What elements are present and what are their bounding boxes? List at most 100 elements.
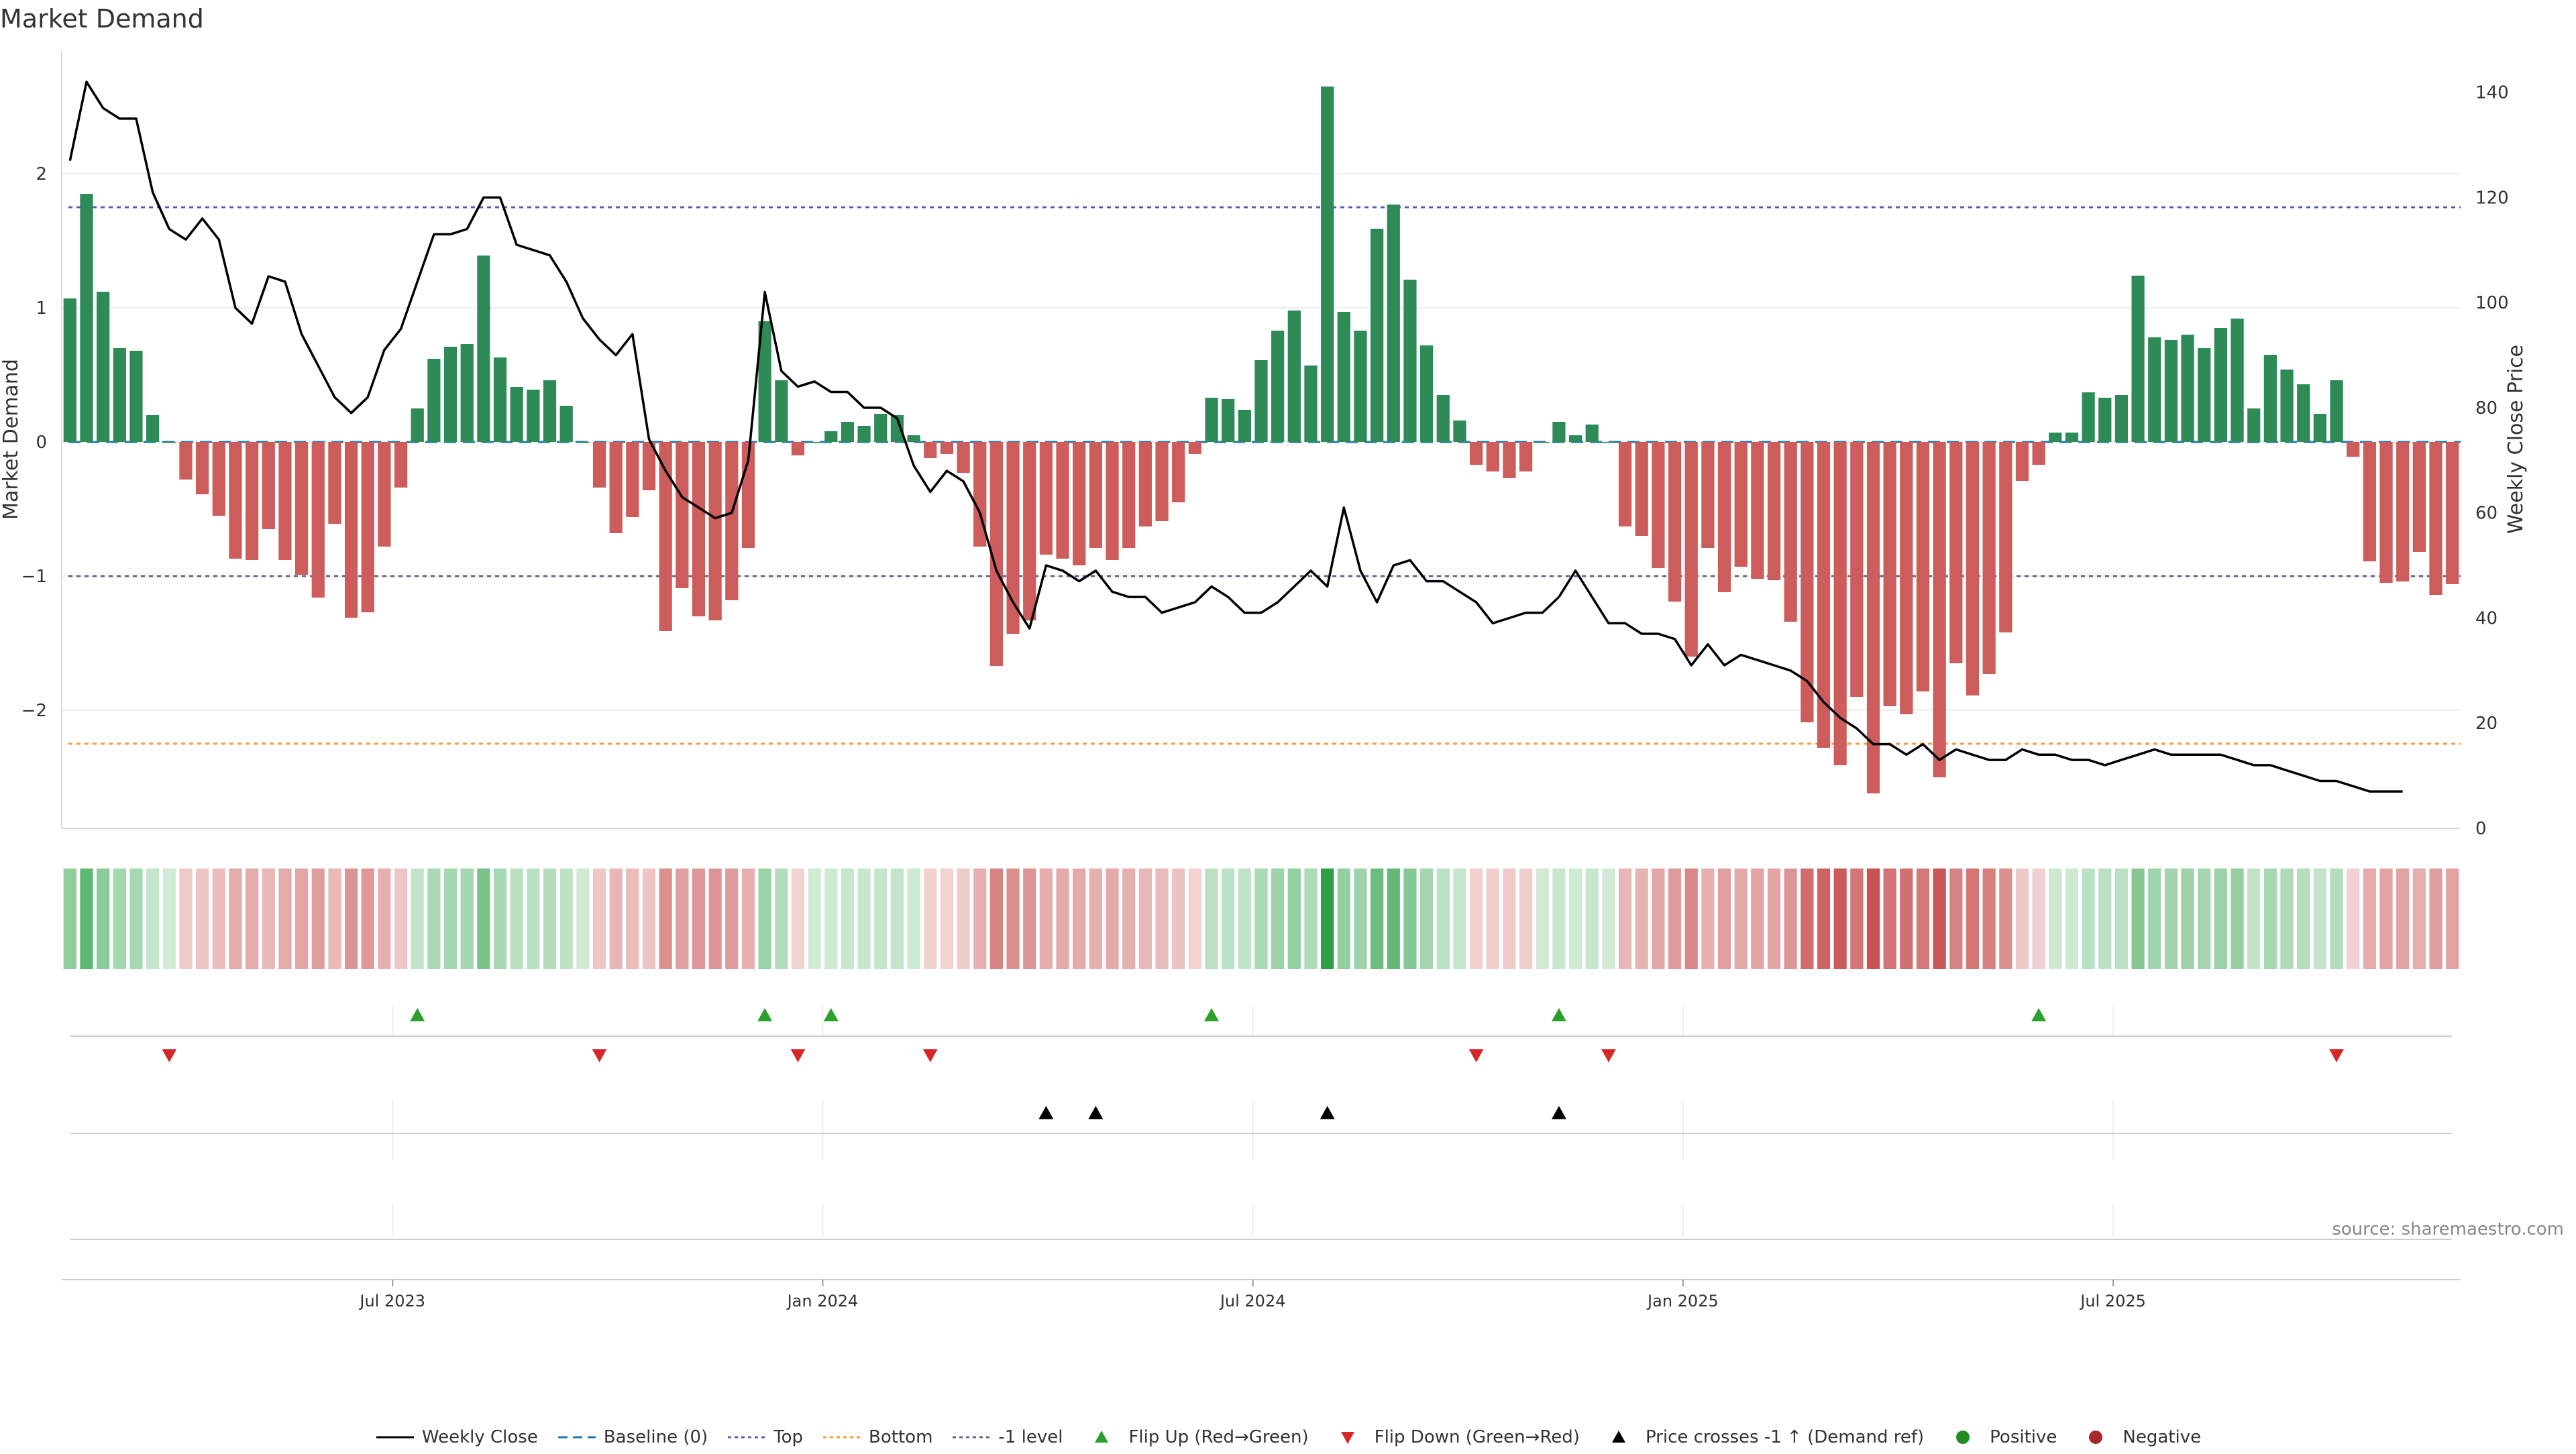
left-tick-label: −1: [21, 567, 47, 587]
strip-cell: [378, 869, 391, 969]
strip-cell: [642, 869, 656, 969]
price-line: [68, 80, 2403, 793]
demand-bar: [1684, 442, 1698, 657]
strip-cell: [1089, 869, 1102, 969]
strip-cell: [1684, 869, 1698, 969]
demand-bar: [97, 292, 110, 442]
x-tick-label: Jul 2023: [358, 1292, 425, 1310]
demand-bar: [1271, 331, 1285, 442]
legend-label: Baseline (0): [603, 1427, 708, 1447]
strip-cell: [1486, 869, 1499, 969]
strip-cell: [874, 869, 888, 969]
strip-cell: [1751, 869, 1764, 969]
demand-bar: [1966, 442, 1980, 695]
strip-cell: [692, 869, 706, 969]
legend-triangle-up-icon: [1611, 1431, 1625, 1443]
legend-swatch-icon: [376, 1436, 414, 1439]
demand-bar: [2379, 442, 2393, 583]
demand-bar: [559, 406, 573, 442]
price-cross-marker: [1551, 1106, 1566, 1119]
demand-bar: [708, 442, 722, 620]
demand-bar: [1850, 442, 1864, 697]
flip-down-marker: [922, 1049, 938, 1062]
strip-cell: [1106, 869, 1119, 969]
strip-cell: [179, 869, 193, 969]
demand-bar: [1751, 442, 1764, 579]
strip-cell: [80, 869, 93, 969]
demand-bar: [1999, 442, 2012, 632]
strip-cell: [1304, 869, 1318, 969]
demand-bar: [1916, 442, 1930, 691]
strip-cell: [1238, 869, 1251, 969]
x-tick-label: Jan 2025: [1646, 1292, 1719, 1310]
demand-bar: [940, 442, 954, 454]
strip-cell: [527, 869, 540, 969]
strip-cell: [477, 869, 490, 969]
strip-cell: [2396, 869, 2410, 969]
demand-bar: [2429, 442, 2443, 595]
price-cross-marker: [1038, 1106, 1054, 1119]
left-tick-label: 2: [36, 164, 47, 184]
legend-circle-icon: [2089, 1431, 2103, 1444]
strip-cell: [2379, 869, 2393, 969]
demand-bar: [824, 431, 838, 442]
source-note: source: sharemaestro.com: [2332, 1219, 2564, 1239]
flip-down-marker: [2329, 1049, 2345, 1062]
demand-bar: [1006, 442, 1020, 634]
strip-cell: [791, 869, 805, 969]
legend-label: Top: [773, 1427, 804, 1447]
demand-bar: [2082, 392, 2095, 442]
demand-bar: [1701, 442, 1715, 548]
demand-bar: [1486, 442, 1499, 471]
legend-item: Positive: [1943, 1427, 2057, 1447]
legend-swatch-icon: [1611, 1431, 1625, 1443]
strip-cell: [973, 869, 987, 969]
demand-bar: [2247, 408, 2261, 442]
strip-cell: [2412, 869, 2426, 969]
demand-bar: [378, 442, 391, 547]
strip-cell: [2313, 869, 2326, 969]
strip-cell: [2263, 869, 2277, 969]
strip-cell: [394, 869, 408, 969]
strip-cell: [775, 869, 788, 969]
reference-lines: [68, 206, 2461, 745]
demand-bar: [2131, 276, 2145, 442]
strip-cell: [940, 869, 954, 969]
strip-cell: [1354, 869, 1367, 969]
flip-down-marker: [790, 1049, 806, 1062]
right-axis-label: Weekly Close Price: [2504, 345, 2528, 534]
strip-cell: [2164, 869, 2178, 969]
strip-cell: [1321, 869, 1334, 969]
flip-down-marker: [1468, 1049, 1484, 1062]
flip-up-marker: [757, 1008, 773, 1021]
strip-cell: [609, 869, 623, 969]
legend-swatch-icon: [728, 1436, 766, 1439]
demand-bar: [1122, 442, 1136, 548]
demand-bar: [775, 380, 788, 442]
demand-bar: [2065, 433, 2079, 442]
left-tick-label: 1: [36, 298, 47, 319]
demand-bar: [328, 442, 341, 524]
demand-bar: [477, 256, 490, 442]
chart-title: Market Demand: [0, 4, 204, 34]
right-tick-label: 0: [2475, 819, 2487, 839]
price-line-group: [68, 80, 2403, 793]
flip-up-marker: [2031, 1008, 2047, 1021]
strip-cell: [890, 869, 904, 969]
legend-label: Flip Up (Red→Green): [1128, 1427, 1309, 1447]
legend-swatch-icon: [1956, 1431, 1970, 1444]
strip-cell: [1436, 869, 1450, 969]
strip-cell: [2347, 869, 2360, 969]
demand-bar: [907, 435, 920, 442]
demand-bar: [1536, 442, 1549, 443]
legend-swatch-icon: [823, 1436, 861, 1439]
strip-cell: [146, 869, 160, 969]
strip-cell: [510, 869, 523, 969]
demand-bar: [2231, 319, 2244, 442]
axes: 2 1 0 −1 −2 140 120 100 80 60 40 20 0 Market Demand We…: [0, 50, 2528, 839]
demand-bar: [493, 357, 507, 442]
demand-bar: [278, 442, 292, 560]
strip-cell: [626, 869, 639, 969]
demand-bar: [692, 442, 706, 616]
legend-item: Bottom: [822, 1427, 932, 1447]
